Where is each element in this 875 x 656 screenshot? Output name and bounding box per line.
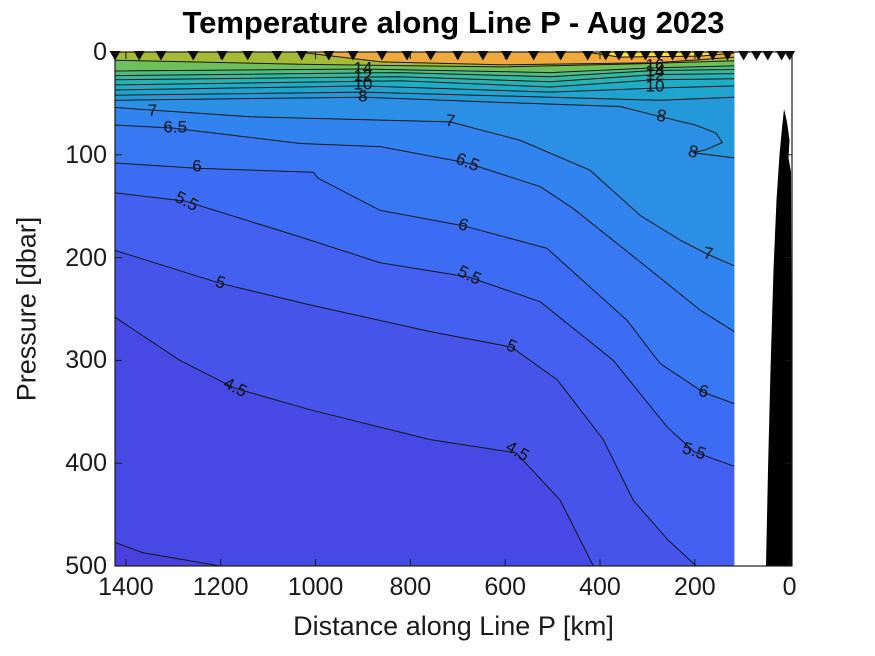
- x-tick-label: 0: [782, 573, 797, 601]
- station-marker-icon: [653, 51, 665, 61]
- station-marker-icon: [425, 51, 437, 61]
- station-marker-icon: [762, 51, 774, 61]
- y-tick-label: 300: [65, 346, 107, 375]
- isotherm-5: [114, 249, 697, 567]
- station-marker-icon: [680, 51, 692, 61]
- station-marker-icon: [323, 51, 335, 61]
- station-marker-icon: [738, 51, 750, 61]
- contour-label-6.5: 6.5: [163, 118, 187, 137]
- station-marker-icon: [582, 51, 594, 61]
- contour-label-6: 6: [697, 381, 711, 402]
- station-marker-icon: [109, 51, 121, 61]
- station-marker-icon: [376, 51, 388, 61]
- station-marker-icon: [155, 51, 167, 61]
- x-tick-label: 400: [579, 573, 621, 601]
- contour-label-8: 8: [686, 141, 700, 162]
- station-marker-icon: [528, 51, 540, 61]
- contour-label-10: 10: [353, 74, 372, 93]
- y-tick-label: 400: [65, 449, 107, 478]
- contour-label-14: 14: [646, 61, 665, 80]
- x-tick-label: 1400: [98, 573, 154, 601]
- contour-label-7: 7: [702, 243, 715, 263]
- station-marker-icon: [555, 51, 567, 61]
- station-marker-icon: [667, 51, 679, 61]
- contour-label-12: 12: [646, 65, 665, 84]
- station-marker-icon: [401, 51, 413, 61]
- station-marker-icon: [693, 51, 705, 61]
- station-marker-icon: [626, 51, 638, 61]
- station-markers: [109, 51, 796, 61]
- x-tick-label: 600: [484, 573, 527, 601]
- isotherm-7: [114, 107, 735, 267]
- temperature-bands: [115, 52, 735, 566]
- contour-label-7: 7: [148, 101, 157, 120]
- station-marker-icon: [296, 51, 308, 61]
- isotherm-13: [114, 69, 735, 78]
- isotherm-11: [114, 78, 735, 88]
- contour-label-12: 12: [353, 66, 372, 85]
- x-tick-label: 800: [389, 573, 432, 601]
- isotherm-6.5: [114, 124, 735, 333]
- isotherm-15: [114, 59, 735, 68]
- contour-label-6: 6: [192, 157, 201, 176]
- x-tick-label: 1000: [287, 573, 344, 601]
- station-marker-icon: [750, 51, 762, 61]
- station-marker-icon: [347, 51, 359, 61]
- station-marker-icon: [776, 51, 788, 61]
- station-marker-icon: [707, 51, 719, 61]
- y-tick-label: 0: [93, 38, 107, 66]
- station-marker-icon: [187, 51, 199, 61]
- isotherm-4: [114, 541, 221, 567]
- isotherm-16: [297, 51, 735, 66]
- y-tick-label: 100: [65, 140, 107, 169]
- contour-label-7: 7: [444, 111, 456, 131]
- bathymetry-polygon: [766, 109, 792, 566]
- x-axis-label: Distance along Line P [km]: [293, 611, 614, 641]
- contour-label-10: 10: [646, 76, 665, 95]
- isotherm-14: [114, 65, 735, 74]
- isotherm-lines: [114, 51, 735, 567]
- station-marker-icon: [477, 51, 489, 61]
- contour-label-14: 14: [353, 58, 372, 77]
- station-marker-icon: [640, 51, 652, 61]
- station-marker-icon: [452, 51, 464, 61]
- y-tick-label: 500: [65, 552, 107, 580]
- isotherm-4.5: [114, 316, 594, 567]
- station-marker-icon: [600, 51, 612, 61]
- isotherm-12: [114, 73, 735, 83]
- station-marker-icon: [216, 51, 228, 61]
- plot-title: Temperature along Line P - Aug 2023: [182, 5, 725, 40]
- isotherm-10: [114, 85, 735, 93]
- x-tick-label: 200: [673, 573, 716, 601]
- station-marker-icon: [271, 51, 283, 61]
- isotherm-6: [114, 162, 735, 405]
- station-marker-icon: [722, 51, 734, 61]
- station-marker-icon: [784, 51, 796, 61]
- station-marker-icon: [133, 51, 145, 61]
- station-marker-icon: [242, 51, 254, 61]
- station-marker-icon: [613, 51, 625, 61]
- x-tick-label: 1200: [192, 573, 249, 601]
- bathymetry-shape: [766, 109, 792, 566]
- y-tick-label: 200: [65, 243, 107, 272]
- isotherm-9: [114, 91, 735, 101]
- station-marker-icon: [501, 51, 513, 61]
- band-below-min: [115, 542, 221, 566]
- contour-label-8: 8: [358, 87, 367, 106]
- contour-label-8: 8: [655, 106, 668, 127]
- isotherm-5.5: [114, 192, 735, 467]
- isotherm-8: [114, 96, 735, 159]
- contour-label-16: 16: [646, 55, 665, 74]
